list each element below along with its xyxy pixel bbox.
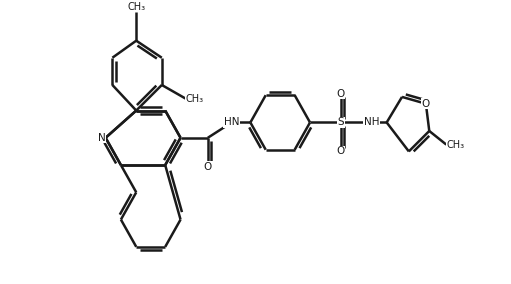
Text: HN: HN [224,118,239,128]
Text: CH₃: CH₃ [446,140,464,150]
Text: S: S [337,118,344,128]
Text: O: O [204,162,212,172]
Text: O: O [337,147,345,156]
Text: O: O [337,89,345,99]
Text: N: N [98,133,106,143]
Text: CH₃: CH₃ [185,94,204,104]
Text: NH: NH [364,118,379,128]
Text: O: O [422,99,430,109]
Text: CH₃: CH₃ [127,2,145,12]
